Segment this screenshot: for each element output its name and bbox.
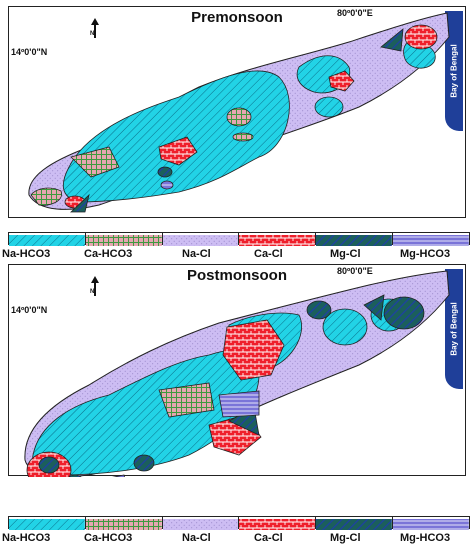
legend-label-na-hco3: Na-HCO3 bbox=[2, 532, 51, 544]
zone-ca-hco3 bbox=[226, 107, 252, 127]
map-title: Premonsoon bbox=[191, 9, 283, 26]
zone-mg-cl bbox=[380, 28, 404, 52]
postmonsoon-legend-labels: Na-HCO3 Ca-HCO3 Na-Cl Ca-Cl Mg-Cl Mg-HCO… bbox=[0, 532, 474, 546]
longitude-label: 80º0'0"E bbox=[337, 8, 373, 18]
legend-swatch-mg-cl bbox=[316, 517, 394, 530]
zone-ca-hco3 bbox=[232, 132, 254, 142]
legend-swatch-mg-hco3 bbox=[393, 517, 469, 530]
zone-mg-hco3 bbox=[111, 474, 125, 477]
longitude-label: 80º0'0"E bbox=[337, 266, 373, 276]
zone-mg-cl bbox=[38, 456, 60, 474]
zone-mg-hco3 bbox=[218, 390, 260, 418]
latitude-label: 14º0'0"N bbox=[11, 47, 48, 57]
zone-mg-cl bbox=[69, 193, 90, 213]
zone-ca-hco3 bbox=[70, 146, 120, 178]
legend-label-ca-cl: Ca-Cl bbox=[254, 532, 283, 544]
bay-of-bengal: Bay of Bengal bbox=[445, 269, 463, 389]
legend-swatch-ca-hco3 bbox=[85, 233, 163, 246]
svg-text:N: N bbox=[90, 289, 94, 295]
zone-ca-cl bbox=[404, 24, 438, 50]
legend-label-ca-hco3: Ca-HCO3 bbox=[84, 248, 133, 260]
zone-na-hco3 bbox=[322, 308, 368, 346]
legend-label-mg-cl: Mg-Cl bbox=[330, 248, 361, 260]
premonsoon-legend-bar bbox=[8, 232, 470, 246]
zone-na-hco3 bbox=[62, 70, 290, 203]
legend-swatch-ca-hco3 bbox=[85, 517, 163, 530]
legend-swatch-na-hco3 bbox=[9, 517, 86, 530]
postmonsoon-legend-bar bbox=[8, 516, 470, 530]
premonsoon-legend-labels: Na-HCO3 Ca-HCO3 Na-Cl Ca-Cl Mg-Cl Mg-HCO… bbox=[0, 248, 474, 262]
legend-swatch-na-cl bbox=[162, 517, 240, 530]
legend-swatch-ca-cl bbox=[239, 517, 317, 530]
zone-na-hco3 bbox=[314, 96, 344, 118]
legend-swatch-na-hco3 bbox=[9, 233, 86, 246]
legend-label-mg-hco3: Mg-HCO3 bbox=[400, 248, 451, 260]
legend-label-na-cl: Na-Cl bbox=[182, 532, 211, 544]
zone-ca-cl bbox=[222, 319, 285, 381]
legend-label-mg-cl: Mg-Cl bbox=[330, 532, 361, 544]
north-arrow-icon: N bbox=[90, 18, 99, 38]
svg-text:N: N bbox=[90, 31, 94, 37]
premonsoon-map bbox=[28, 12, 450, 213]
zone-mg-cl bbox=[157, 166, 173, 178]
zone-ca-hco3 bbox=[30, 187, 63, 206]
legend-label-ca-cl: Ca-Cl bbox=[254, 248, 283, 260]
north-arrow-icon: N bbox=[90, 276, 99, 296]
bay-of-bengal: Bay of Bengal bbox=[445, 11, 463, 131]
legend-label-na-cl: Na-Cl bbox=[182, 248, 211, 260]
latitude-label: 14º0'0"N bbox=[11, 305, 48, 315]
legend-label-ca-hco3: Ca-HCO3 bbox=[84, 532, 133, 544]
postmonsoon-map-panel: Postmonsoon N 14º0'0"N 80º0'0"E Bay of B… bbox=[8, 264, 466, 477]
zone-mg-cl bbox=[68, 474, 82, 477]
premonsoon-map-panel: Premonsoon N 14º0'0"N 80º0'0"E Bay of Be… bbox=[8, 6, 466, 218]
legend-swatch-na-cl bbox=[162, 233, 240, 246]
zone-mg-hco3 bbox=[160, 180, 174, 190]
zone-mg-cl bbox=[383, 296, 425, 330]
zone-ca-cl bbox=[158, 136, 198, 166]
zone-ca-cl bbox=[328, 70, 355, 92]
zone-mg-cl bbox=[133, 454, 155, 472]
zone-ca-hco3 bbox=[158, 382, 215, 418]
legend-label-na-hco3: Na-HCO3 bbox=[2, 248, 51, 260]
legend-swatch-ca-cl bbox=[239, 233, 317, 246]
zone-na-hco3 bbox=[403, 41, 436, 69]
map-title: Postmonsoon bbox=[187, 267, 287, 284]
zone-mg-cl bbox=[306, 300, 332, 320]
legend-swatch-mg-hco3 bbox=[393, 233, 469, 246]
legend-swatch-mg-cl bbox=[316, 233, 394, 246]
zone-mg-cl bbox=[363, 294, 385, 321]
legend-label-mg-hco3: Mg-HCO3 bbox=[400, 532, 451, 544]
postmonsoon-map bbox=[24, 270, 450, 477]
